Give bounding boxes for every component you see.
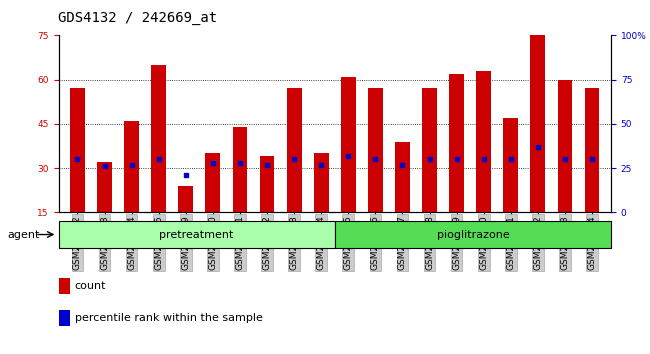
Bar xyxy=(530,35,545,212)
Text: percentile rank within the sample: percentile rank within the sample xyxy=(75,313,263,322)
FancyBboxPatch shape xyxy=(58,221,335,248)
Bar xyxy=(124,121,139,212)
Bar xyxy=(314,153,329,212)
FancyBboxPatch shape xyxy=(335,221,611,248)
Text: agent: agent xyxy=(8,230,40,240)
Bar xyxy=(395,142,410,212)
Bar xyxy=(259,156,274,212)
Bar xyxy=(151,65,166,212)
Bar xyxy=(449,74,464,212)
Bar xyxy=(287,88,302,212)
Bar xyxy=(584,88,599,212)
Text: pretreatment: pretreatment xyxy=(159,229,234,240)
Bar xyxy=(476,71,491,212)
Bar xyxy=(368,88,383,212)
Bar xyxy=(178,186,193,212)
Bar xyxy=(422,88,437,212)
Bar xyxy=(503,118,518,212)
Bar xyxy=(341,77,356,212)
Bar xyxy=(558,80,573,212)
Bar xyxy=(233,127,248,212)
Text: count: count xyxy=(75,281,106,291)
Bar xyxy=(70,88,85,212)
Bar xyxy=(97,162,112,212)
Text: pioglitrazone: pioglitrazone xyxy=(437,229,509,240)
Bar xyxy=(205,153,220,212)
Text: GDS4132 / 242669_at: GDS4132 / 242669_at xyxy=(58,11,218,25)
